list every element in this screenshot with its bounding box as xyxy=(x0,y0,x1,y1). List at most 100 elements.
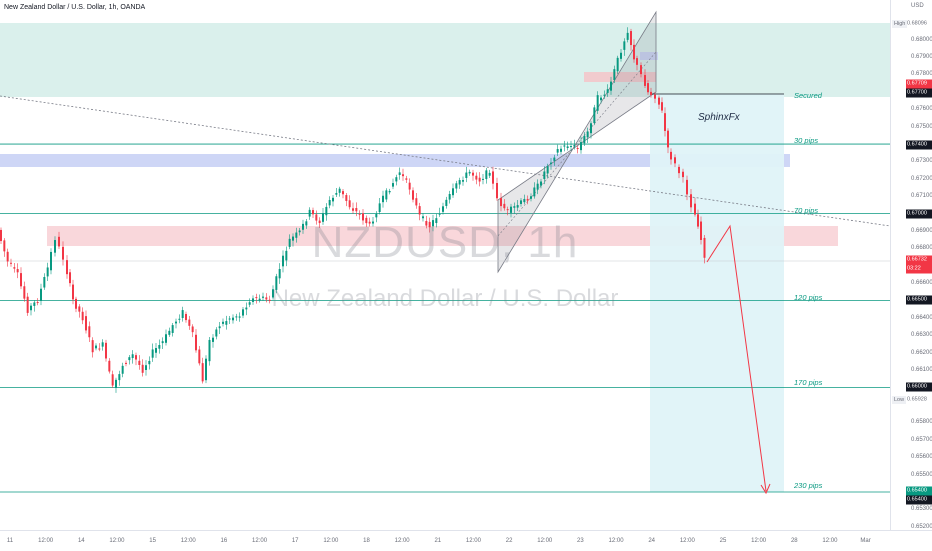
candle-body xyxy=(245,307,248,310)
candle-body xyxy=(576,148,579,150)
candle-body xyxy=(385,190,388,200)
candle-body xyxy=(248,302,251,305)
candle-body xyxy=(69,272,71,284)
candle-body xyxy=(16,269,19,273)
dotted-trendline[interactable] xyxy=(0,95,890,227)
candle-body xyxy=(435,218,438,224)
candle-body xyxy=(516,205,519,208)
candle-body xyxy=(322,213,324,222)
level-120-tag: 0.66500 xyxy=(906,295,932,305)
low-label: Low xyxy=(892,396,907,404)
time-tick: 24 xyxy=(648,538,656,544)
small-pink-zone[interactable] xyxy=(584,72,656,82)
candle-body xyxy=(478,177,481,182)
candle-body xyxy=(664,113,666,131)
candle-body xyxy=(332,197,334,202)
candle-body xyxy=(178,318,181,320)
candle-body xyxy=(62,246,64,260)
candle-body xyxy=(368,221,371,224)
time-tick: 11 xyxy=(6,538,14,544)
candle-body xyxy=(452,188,454,196)
candle-body xyxy=(118,374,121,381)
candle-body xyxy=(428,221,431,228)
time-tick: 12:00 xyxy=(109,538,125,544)
price-tick: 0.65500 xyxy=(911,471,932,478)
candle-body xyxy=(95,345,97,349)
candle-body xyxy=(654,94,656,99)
time-tick: 12:00 xyxy=(822,538,838,544)
symbol-header: New Zealand Dollar / U.S. Dollar, 1h, OA… xyxy=(4,4,146,11)
candle-body xyxy=(40,288,42,301)
level-230-tag-a: 0.65400 xyxy=(906,486,932,496)
low-value-tag: 0.65928 xyxy=(907,396,927,403)
candle-body xyxy=(543,171,546,180)
candle-body xyxy=(586,131,589,138)
candle-body xyxy=(13,267,16,269)
candle-body xyxy=(338,188,341,193)
candle-body xyxy=(650,91,652,95)
candle-body xyxy=(141,364,144,373)
candle-body xyxy=(36,302,39,304)
candle-body xyxy=(54,240,56,253)
candle-body xyxy=(121,365,124,374)
candle-body xyxy=(636,58,638,65)
level-label-170: 170 pips xyxy=(794,378,823,387)
time-scale[interactable]: 11 12:00 14 12:00 15 12:00 16 12:00 17 12:00 18 12:… xyxy=(0,530,932,551)
candle-body xyxy=(135,355,137,360)
chart-pane[interactable]: New Zealand Dollar / U.S. Dollar, 1h, OA… xyxy=(0,0,890,530)
candle-body xyxy=(616,57,619,72)
candle-body xyxy=(235,316,238,318)
small-blue-zone[interactable] xyxy=(640,52,658,60)
candle-body xyxy=(358,213,361,215)
candle-body xyxy=(168,330,171,335)
candle-body xyxy=(218,326,221,329)
candle-body xyxy=(488,172,491,176)
candle-body xyxy=(348,200,351,208)
ascending-channel[interactable] xyxy=(497,10,657,274)
currency-label: USD xyxy=(911,3,924,9)
candle-body xyxy=(362,213,364,221)
candle-body xyxy=(145,365,147,370)
candle-body xyxy=(560,148,562,152)
entry-tag: 0.67700 xyxy=(906,88,932,98)
candle-body xyxy=(318,220,321,224)
candle-body xyxy=(686,179,688,195)
candle-body xyxy=(500,198,502,207)
candle-body xyxy=(690,194,692,208)
candle-body xyxy=(647,83,649,93)
price-tick: 0.65600 xyxy=(911,454,932,461)
time-tick: 28 xyxy=(790,538,798,544)
candle-body xyxy=(308,209,311,217)
candle-body xyxy=(101,342,104,347)
candle-body xyxy=(342,191,344,195)
supply-zone[interactable] xyxy=(0,23,890,97)
candle-body xyxy=(674,157,676,164)
projection-arrowhead xyxy=(760,483,771,495)
time-tick: 12:00 xyxy=(38,538,54,544)
candle-body xyxy=(151,349,154,358)
candle-body xyxy=(392,183,394,187)
blue-zone[interactable] xyxy=(0,154,790,167)
candle-body xyxy=(201,363,204,382)
pink-zone[interactable] xyxy=(47,226,838,246)
candle-body xyxy=(58,236,60,247)
price-tick: 0.67800 xyxy=(911,71,932,78)
candle-body xyxy=(282,255,284,267)
candle-body xyxy=(158,344,161,349)
candle-body xyxy=(30,305,32,311)
target-box[interactable] xyxy=(650,94,784,492)
candle-body xyxy=(228,318,231,320)
candle-body xyxy=(50,251,52,271)
time-tick: 12:00 xyxy=(751,538,767,544)
watermark-name: New Zealand Dollar / U.S. Dollar xyxy=(271,285,619,312)
candle-body xyxy=(85,316,87,331)
candle-body xyxy=(33,302,36,306)
candle-body xyxy=(556,149,559,153)
candle-body xyxy=(355,208,358,212)
candle-body xyxy=(0,229,2,242)
upper-tag: 0.67709 xyxy=(906,79,932,89)
candle-body xyxy=(513,206,516,208)
projection-path[interactable] xyxy=(706,224,767,492)
price-chart[interactable] xyxy=(0,0,890,530)
candle-body xyxy=(640,65,642,75)
